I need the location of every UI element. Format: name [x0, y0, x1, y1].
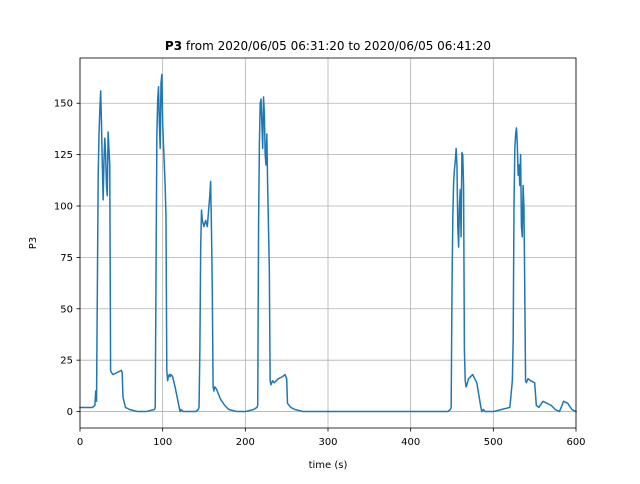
- chart-title: P3 from 2020/06/05 06:31:20 to 2020/06/0…: [165, 39, 491, 53]
- x-axis-label: time (s): [309, 460, 348, 471]
- series-line: [79, 73, 578, 413]
- grid-lines: [79, 58, 577, 428]
- y-tick-label: 100: [54, 202, 73, 213]
- y-tick-label: 125: [54, 150, 73, 161]
- y-tick-label: 150: [54, 99, 73, 110]
- x-tick-label: 0: [77, 437, 83, 448]
- y-tick-label: 0: [67, 407, 73, 418]
- x-tick-label: 200: [236, 437, 255, 448]
- y-axis-label: P3: [28, 237, 39, 249]
- x-tick-label: 500: [484, 437, 503, 448]
- x-tick-label: 600: [566, 437, 585, 448]
- chart-title-bold: P3: [165, 39, 182, 53]
- chart-title-rest: from 2020/06/05 06:31:20 to 2020/06/05 0…: [182, 39, 491, 53]
- y-tick-label: 50: [60, 304, 73, 315]
- x-tick-label: 100: [153, 437, 172, 448]
- x-tick-label: 300: [318, 437, 337, 448]
- x-axis-ticks: 0 100 200 300 400 500 600: [77, 428, 586, 448]
- x-tick-label: 400: [401, 437, 420, 448]
- y-tick-label: 25: [60, 356, 73, 367]
- y-tick-label: 75: [60, 253, 73, 264]
- y-axis-ticks: 0 25 50 75 100 125 150: [54, 99, 80, 418]
